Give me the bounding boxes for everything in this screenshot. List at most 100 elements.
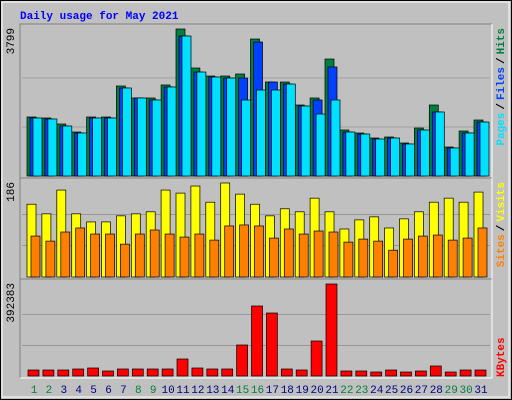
x-tick-label: 7 — [120, 385, 127, 397]
x-tick-label: 27 — [415, 385, 428, 397]
bar — [432, 234, 443, 278]
bar — [72, 368, 85, 377]
bar — [90, 233, 100, 278]
bar — [241, 99, 251, 177]
bar — [206, 368, 219, 377]
bar — [102, 370, 114, 377]
bar — [136, 97, 147, 177]
bar — [403, 238, 413, 278]
bar — [117, 368, 129, 377]
x-tick-label: 6 — [105, 385, 112, 397]
legend-entry: Pages — [496, 113, 508, 146]
bar — [429, 365, 442, 377]
bar — [373, 240, 384, 278]
bar — [298, 233, 309, 278]
panel-edge — [20, 279, 493, 379]
bar — [194, 233, 205, 278]
bar — [370, 371, 383, 377]
bar — [45, 240, 56, 278]
bar — [447, 239, 458, 278]
bar — [449, 147, 460, 177]
x-tick-label: 28 — [430, 385, 443, 397]
x-tick-label: 25 — [385, 385, 398, 397]
bar — [464, 132, 475, 177]
bar — [151, 99, 162, 177]
bar — [271, 89, 281, 177]
bar — [385, 369, 397, 377]
x-tick-label: 2 — [46, 385, 53, 397]
bar — [107, 117, 117, 177]
bar — [459, 369, 472, 377]
bar — [444, 371, 457, 377]
bar — [418, 235, 428, 278]
x-tick-label: 3 — [60, 385, 67, 397]
x-tick-label: 17 — [266, 385, 279, 397]
bar — [313, 230, 324, 278]
bar — [300, 105, 311, 177]
x-tick-label: 1 — [31, 385, 38, 397]
legend-entry: Sites — [496, 234, 508, 267]
bar — [434, 111, 445, 177]
bar — [295, 369, 308, 377]
x-tick-label: 11 — [176, 385, 190, 397]
x-tick-label: 10 — [161, 385, 174, 397]
x-tick-label: 15 — [236, 385, 249, 397]
x-tick-label: 29 — [445, 385, 458, 397]
bar — [131, 368, 144, 377]
bar — [479, 121, 490, 177]
legend-entry: Files — [496, 67, 508, 100]
x-tick-label: 18 — [281, 385, 294, 397]
bar — [92, 117, 102, 177]
bar — [221, 368, 234, 377]
bar — [134, 233, 145, 278]
bar — [239, 224, 249, 278]
panel-edge — [19, 177, 492, 279]
bar — [181, 35, 192, 177]
bar — [256, 89, 266, 177]
legend: Pages / Files / Hits — [496, 28, 508, 146]
bar — [345, 131, 356, 177]
bar — [120, 243, 130, 278]
bar — [62, 125, 73, 177]
bar — [30, 235, 41, 278]
x-tick-label: 22 — [340, 385, 353, 397]
legend-entry: Visits — [496, 182, 508, 222]
bar — [360, 133, 371, 177]
bar — [236, 344, 248, 377]
bar — [176, 358, 189, 377]
x-tick-label: 31 — [474, 385, 488, 397]
y-tick-label: 392383 — [6, 283, 18, 323]
bar — [390, 137, 400, 177]
bar — [358, 238, 369, 278]
bar — [405, 143, 415, 177]
bar — [122, 87, 132, 177]
bar — [60, 231, 71, 278]
bar — [328, 231, 339, 278]
bar — [47, 118, 58, 177]
bar — [280, 368, 293, 377]
legend: KBytes — [496, 337, 508, 377]
bar — [283, 228, 294, 278]
y-tick-label: 186 — [6, 182, 18, 202]
bar — [27, 369, 40, 377]
x-tick-label: 13 — [206, 385, 219, 397]
x-tick-label: 4 — [75, 385, 82, 397]
bar — [285, 83, 296, 177]
bar — [105, 233, 115, 278]
bar — [149, 229, 160, 278]
bar — [462, 237, 473, 278]
x-tick-label: 30 — [459, 385, 472, 397]
bar — [375, 138, 386, 177]
bar — [340, 370, 353, 377]
bar — [251, 305, 263, 377]
bar — [415, 370, 427, 377]
bar — [474, 369, 487, 377]
x-tick-label: 21 — [325, 385, 339, 397]
x-tick-label: 26 — [400, 385, 413, 397]
bar — [57, 369, 70, 377]
bar — [209, 239, 220, 278]
bar — [196, 71, 207, 177]
bar — [315, 113, 326, 177]
x-tick-label: 23 — [355, 385, 368, 397]
